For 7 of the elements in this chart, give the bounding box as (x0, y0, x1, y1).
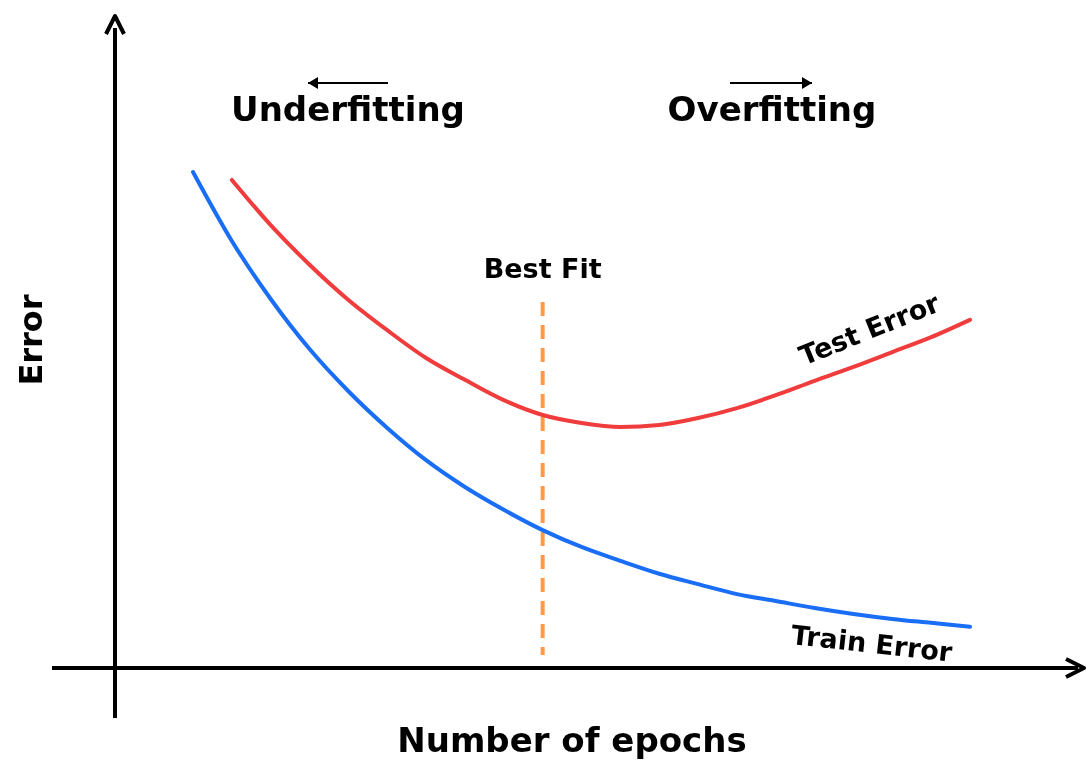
y-axis-title: Error (12, 294, 50, 386)
text: Test Error (794, 286, 945, 372)
text: Overfitting (667, 89, 877, 129)
x-axis-title: Number of epochs (397, 720, 747, 760)
text: Train Error (789, 619, 955, 668)
text: Underfitting (231, 89, 465, 129)
annotation: Best Fit (483, 253, 602, 284)
